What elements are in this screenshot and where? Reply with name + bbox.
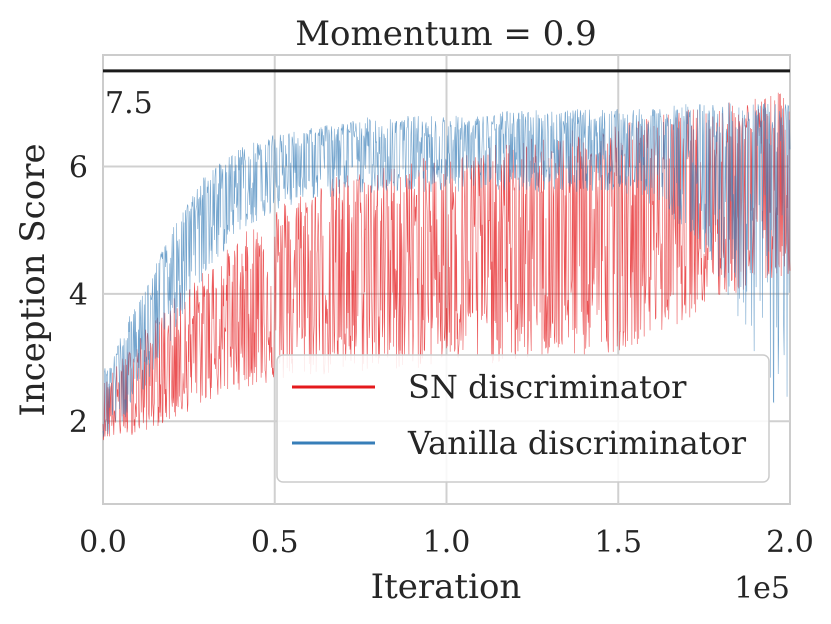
x-tick-label: 0.0 (79, 525, 127, 560)
legend-label-vanilla: Vanilla discriminator (407, 424, 747, 462)
x-tick-label: 1.0 (423, 525, 471, 560)
series-layer (102, 92, 791, 441)
x-axis-label: Iteration (371, 567, 522, 607)
x-tick-label: 0.5 (251, 525, 299, 560)
reference-line-label: 7.5 (105, 86, 153, 121)
y-tick-label: 2 (69, 405, 88, 440)
chart-title: Momentum = 0.9 (295, 14, 597, 54)
reference-layer: 7.5 (103, 69, 790, 121)
series-line-sn (102, 92, 791, 441)
x-tick-label: 2.0 (766, 525, 814, 560)
x-offset-label: 1e5 (734, 571, 790, 606)
y-tick-labels: 2 4 6 (69, 150, 88, 440)
x-tick-label: 1.5 (594, 525, 642, 560)
y-axis-label: Inception Score (13, 143, 53, 416)
x-tick-labels: 0.0 0.5 1.0 1.5 2.0 (79, 525, 814, 560)
legend-label-sn: SN discriminator (408, 368, 687, 406)
series-line-vanilla (102, 102, 791, 437)
legend-box (276, 354, 770, 483)
legend: SN discriminator Vanilla discriminator (276, 354, 770, 483)
y-tick-label: 6 (69, 150, 88, 185)
y-tick-label: 4 (69, 278, 88, 313)
